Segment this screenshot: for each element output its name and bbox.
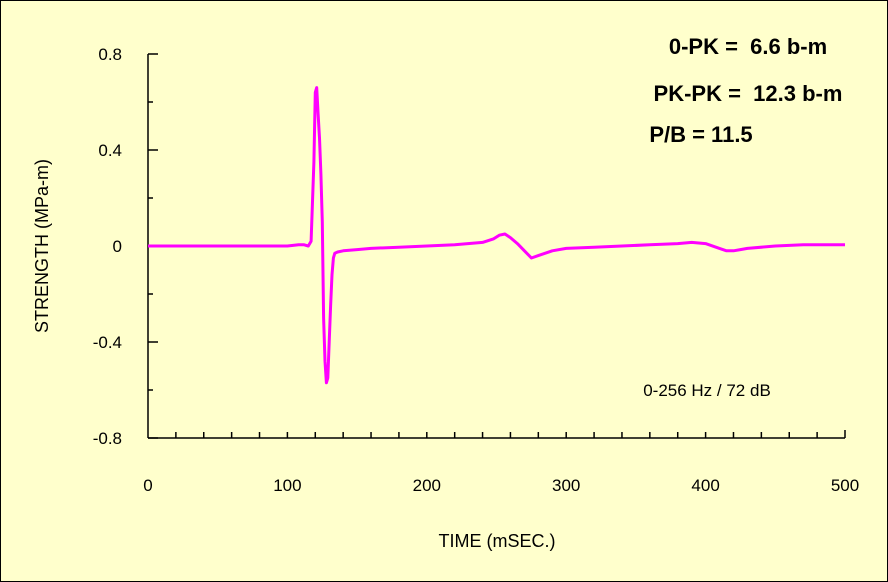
y-tick-label: 0.8 [98, 45, 122, 64]
x-tick-label: 500 [831, 476, 859, 495]
strength-series-line [148, 86, 845, 385]
y-tick-label: 0.4 [98, 141, 122, 160]
y-tick-label: -0.4 [93, 333, 122, 352]
frequency-range-annotation: 0-256 Hz / 72 dB [643, 381, 771, 400]
y-tick-label: -0.8 [93, 429, 122, 448]
peak-to-background-annotation: P/B = 11.5 [649, 122, 752, 147]
y-axis-title: STRENGTH (MPa-m) [32, 159, 52, 333]
x-tick-label: 400 [691, 476, 719, 495]
x-tick-label: 0 [143, 476, 152, 495]
x-axis-title: TIME (mSEC.) [439, 531, 556, 551]
peak-to-peak-annotation: PK-PK = 12.3 b-m [654, 81, 843, 106]
x-tick-label: 100 [273, 476, 301, 495]
y-tick-label: 0 [113, 237, 122, 256]
zero-to-peak-annotation: 0-PK = 6.6 b-m [669, 34, 827, 59]
x-tick-label: 200 [413, 476, 441, 495]
x-tick-label: 300 [552, 476, 580, 495]
